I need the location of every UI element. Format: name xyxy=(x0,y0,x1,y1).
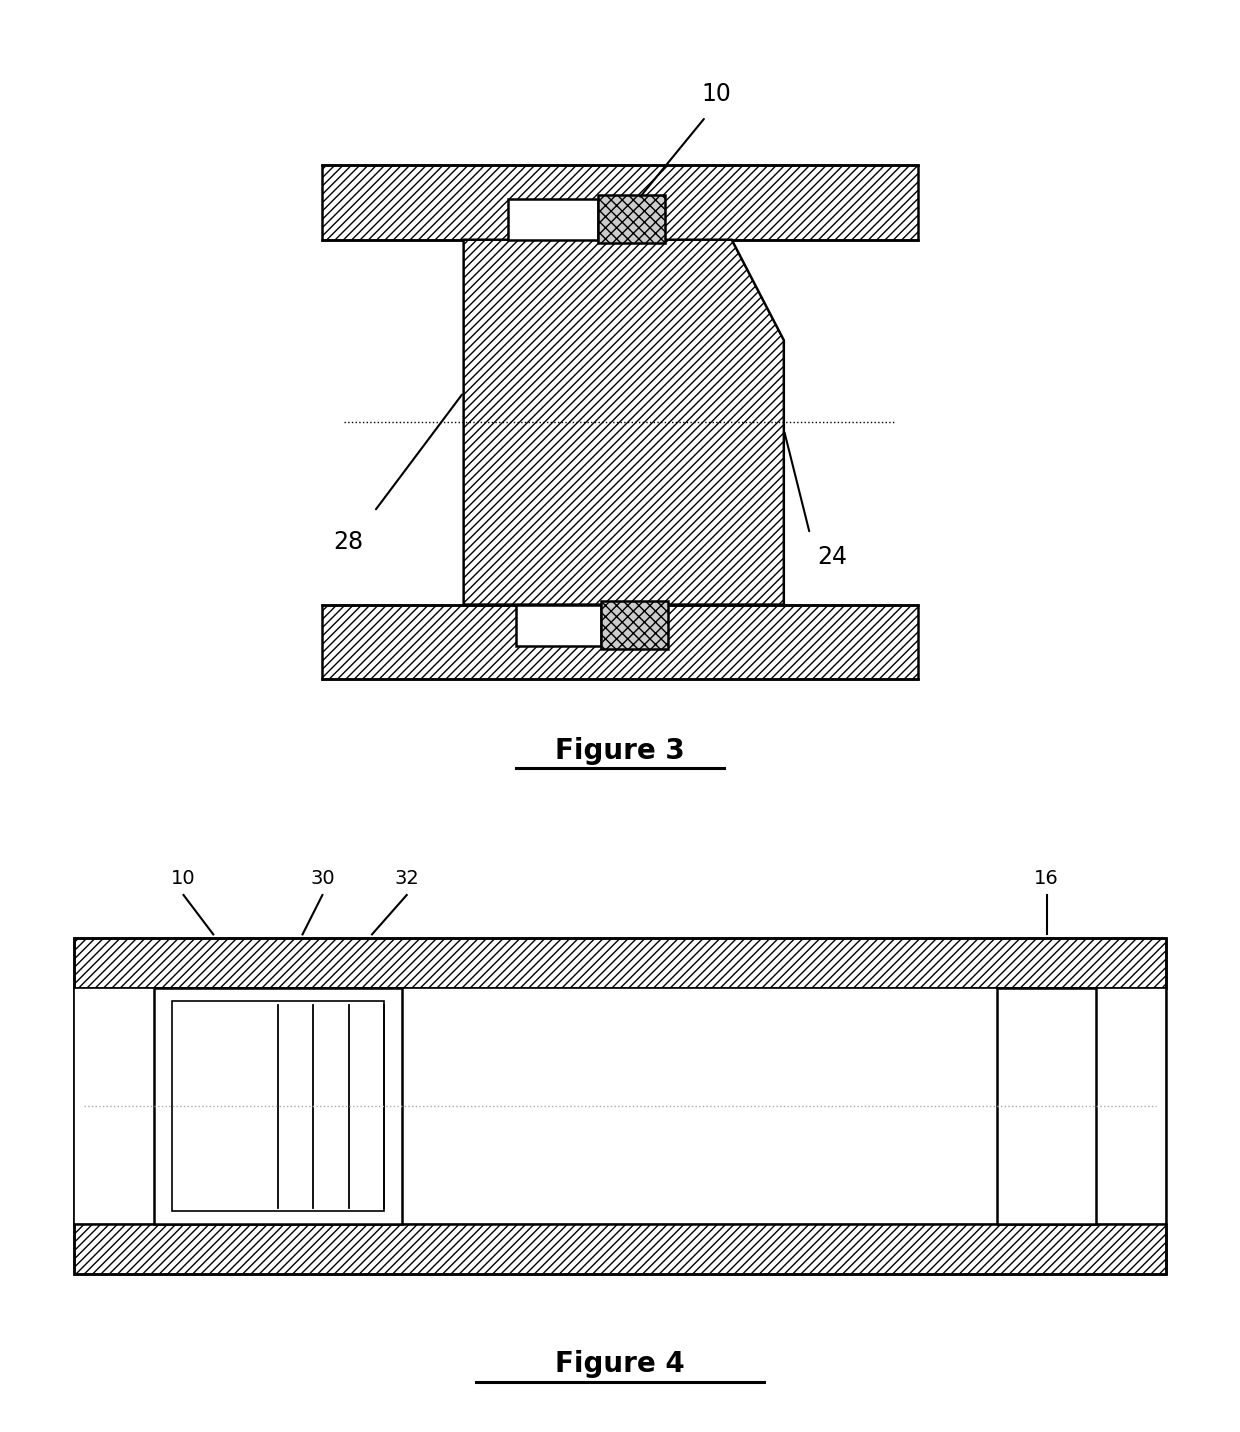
Bar xyxy=(598,195,665,243)
Bar xyxy=(74,938,1166,1274)
Text: 10: 10 xyxy=(702,82,732,106)
Bar xyxy=(322,604,918,679)
Bar xyxy=(997,988,1096,1224)
Polygon shape xyxy=(464,239,784,604)
Bar xyxy=(171,1001,384,1211)
Bar xyxy=(601,601,668,649)
Text: 30: 30 xyxy=(310,869,335,888)
Text: Figure 3: Figure 3 xyxy=(556,736,684,765)
Text: 28: 28 xyxy=(334,530,363,554)
Text: 10: 10 xyxy=(171,869,196,888)
Text: 16: 16 xyxy=(1034,869,1059,888)
Text: 32: 32 xyxy=(394,869,419,888)
Bar xyxy=(74,938,1166,988)
Bar xyxy=(74,1224,1166,1274)
Bar xyxy=(74,988,1166,1224)
Bar xyxy=(516,604,601,646)
Text: Figure 4: Figure 4 xyxy=(556,1350,684,1378)
Bar xyxy=(154,988,402,1224)
Text: 24: 24 xyxy=(817,546,847,569)
Bar xyxy=(508,199,598,239)
Bar xyxy=(322,165,918,239)
